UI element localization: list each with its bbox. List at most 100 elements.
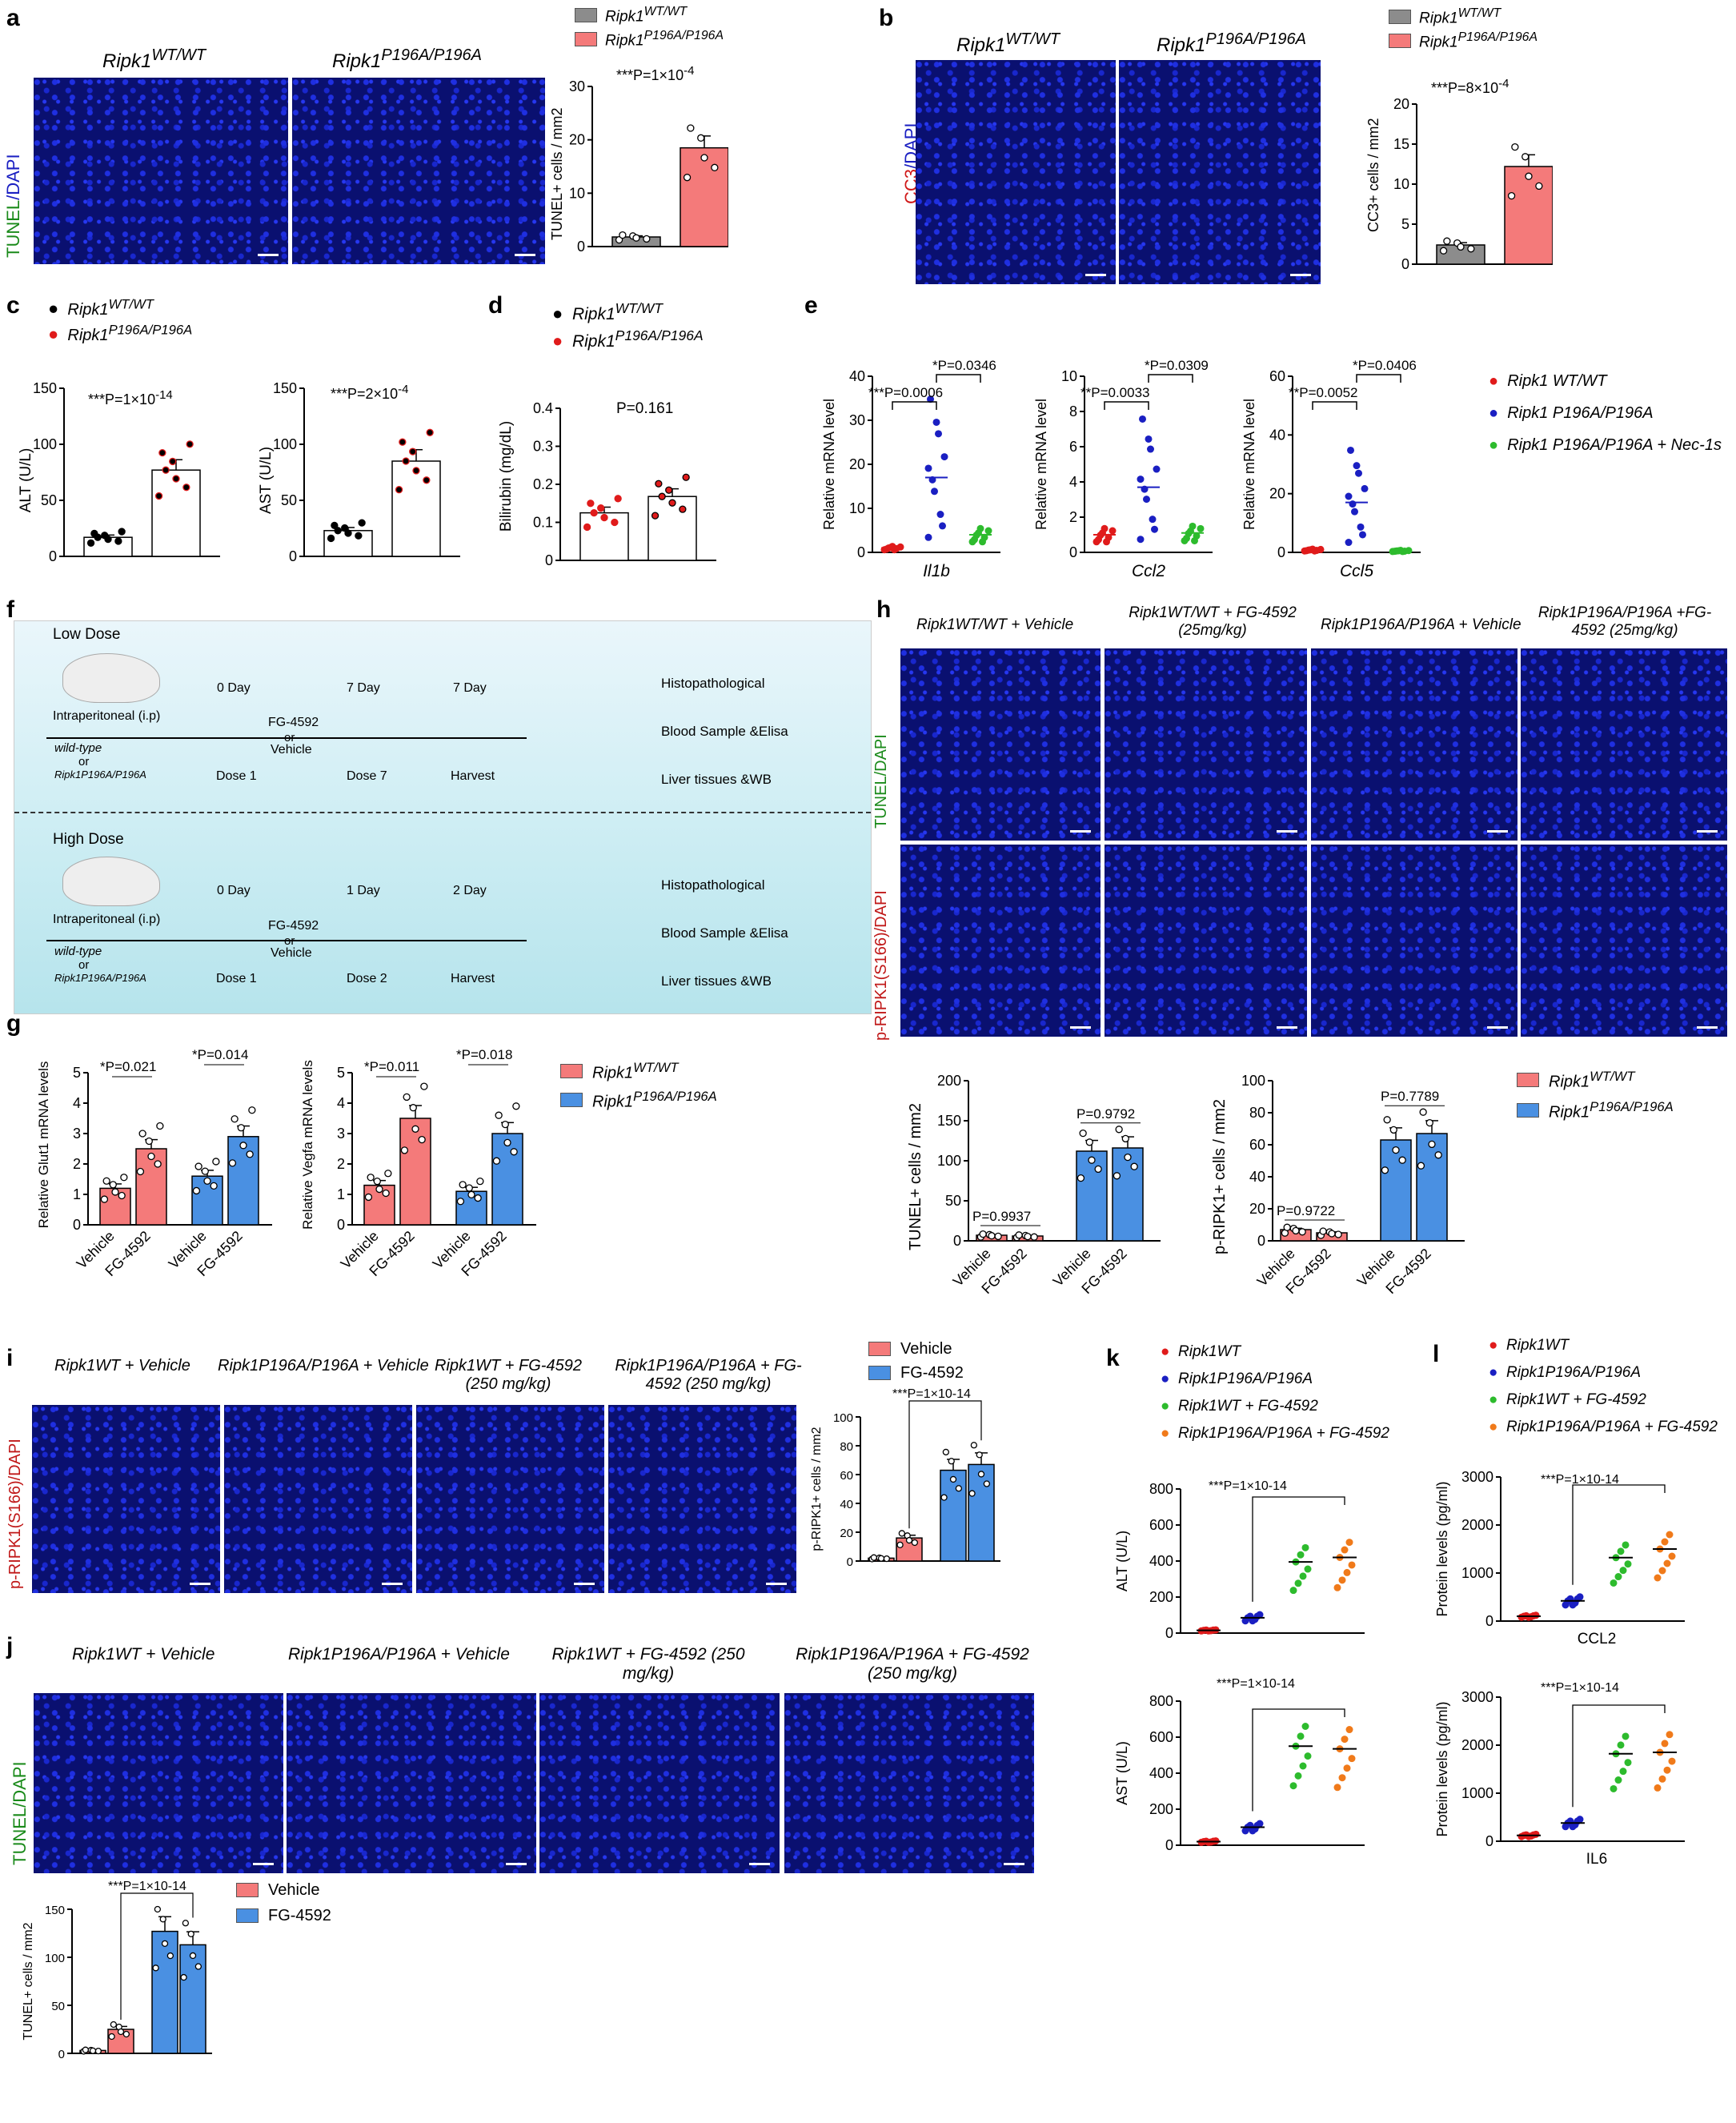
- data-point: [1392, 1146, 1400, 1154]
- j-row-label: TUNEL/DAPI: [10, 1761, 30, 1865]
- data-point: [334, 527, 342, 535]
- pvalue: *P=0.011: [364, 1059, 419, 1074]
- data-point: [189, 1952, 197, 1960]
- data-point: [1622, 1541, 1630, 1549]
- xlabel: CCL2: [1578, 1631, 1617, 1647]
- y-tick-label: 0: [1257, 1233, 1265, 1249]
- y-tick-label: 60: [1249, 1137, 1265, 1153]
- data-point: [246, 1150, 254, 1158]
- data-point: [1443, 237, 1451, 245]
- j-pvalue: ***P=1×10-14: [108, 1880, 186, 1893]
- data-point: [682, 473, 690, 481]
- j-col3-title: Ripk1WT + FG-4592 (250 mg/kg): [551, 1645, 745, 1683]
- data-point: [1569, 1823, 1577, 1831]
- panel-label-j: j: [6, 1633, 14, 1659]
- i-img-4: [608, 1405, 796, 1593]
- pvalue: *P=0.021: [100, 1059, 156, 1074]
- data-point: [100, 1195, 109, 1203]
- y-tick-label: 5: [337, 1065, 345, 1081]
- y-tick-label: 0: [1401, 256, 1409, 272]
- h-img-r1c4: [1521, 648, 1727, 841]
- data-point: [977, 1471, 985, 1478]
- y-tick-label: 15: [1393, 136, 1409, 152]
- data-point: [186, 440, 194, 448]
- bracket: [1312, 401, 1357, 410]
- data-point: [1341, 1546, 1349, 1554]
- bar: [135, 1148, 167, 1226]
- pvalue: P=0.9722: [1277, 1203, 1335, 1218]
- pvalue: ***P=0.0006: [868, 385, 943, 400]
- j-col2-title: Ripk1P196A/P196A + Vehicle: [288, 1645, 510, 1663]
- data-point: [1359, 531, 1366, 539]
- data-point: [1341, 1736, 1349, 1744]
- y-tick-label: 40: [849, 368, 865, 384]
- bar: [151, 469, 201, 557]
- b-image-wt: [916, 60, 1116, 284]
- data-point: [976, 1451, 983, 1459]
- f-strain1-high: wild-type: [54, 945, 102, 958]
- bracket: [1252, 1496, 1345, 1602]
- data-point: [1398, 1156, 1406, 1164]
- data-point: [158, 448, 166, 457]
- f-dose7-low: Dose 7: [347, 769, 387, 783]
- f-out2-low: Blood Sample &Elisa: [661, 724, 788, 739]
- data-point: [870, 1554, 878, 1561]
- y-tick-label: 30: [569, 78, 585, 94]
- y-tick-label: 0: [1485, 1613, 1493, 1629]
- y-tick-label: 150: [33, 380, 57, 396]
- f-or2-low: or: [284, 731, 295, 744]
- data-point: [1153, 465, 1161, 473]
- data-point: [120, 1174, 128, 1182]
- pvalue: *P=0.018: [456, 1047, 512, 1062]
- bar: [1076, 1150, 1108, 1242]
- f-day7-low: 7 Day: [347, 681, 380, 695]
- data-point: [1661, 1740, 1669, 1748]
- data-point: [102, 1177, 110, 1185]
- data-point: [687, 124, 695, 132]
- panel-label-f: f: [6, 596, 14, 623]
- data-point: [655, 480, 663, 488]
- data-point: [1661, 1538, 1669, 1546]
- y-tick-label: 20: [840, 1527, 853, 1540]
- f-out2-high: Blood Sample &Elisa: [661, 925, 788, 941]
- data-point: [1130, 1162, 1138, 1170]
- y-tick-label: 4: [337, 1095, 345, 1111]
- data-point: [611, 518, 619, 527]
- data-point: [118, 1191, 126, 1200]
- data-point: [1139, 415, 1146, 423]
- data-point: [82, 2046, 90, 2053]
- a-ylabel: TUNEL+ cells / mm2: [549, 107, 565, 240]
- y-tick-label: 3: [337, 1126, 345, 1142]
- data-point: [1343, 1764, 1351, 1772]
- data-point: [979, 538, 986, 546]
- bar: [1416, 1133, 1448, 1242]
- data-point: [1294, 1772, 1302, 1780]
- y-tick-label: 2: [73, 1156, 81, 1172]
- data-point: [402, 457, 410, 465]
- b-legend: Ripk1WT/WT Ripk1P196A/P196A: [1389, 5, 1538, 53]
- data-point: [399, 438, 407, 446]
- i-img-2: [224, 1405, 412, 1593]
- data-point: [1658, 1567, 1666, 1575]
- pvalue: **P=0.0052: [1289, 385, 1358, 400]
- data-point: [1428, 1140, 1436, 1149]
- data-point: [700, 154, 708, 162]
- data-point: [1299, 1762, 1307, 1770]
- y-tick-label: 80: [1249, 1105, 1265, 1121]
- data-point: [423, 476, 431, 484]
- data-point: [939, 522, 946, 530]
- y-tick-label: 20: [1393, 96, 1409, 112]
- y-tick-label: 0: [847, 1555, 853, 1569]
- ylabel: Protein levels (pg/ml): [1434, 1481, 1450, 1616]
- data-point: [970, 1442, 978, 1449]
- k-ast-chart: 0 200 400 600 800 AST (U/L): [1114, 1693, 1365, 1853]
- data-point: [420, 1082, 428, 1090]
- g-ylabel: Relative Vegfa mRNA levels: [300, 1060, 315, 1230]
- y-tick-label: 5: [73, 1065, 81, 1081]
- y-tick-label: 800: [1149, 1693, 1173, 1709]
- data-point: [932, 418, 940, 426]
- data-point: [476, 1178, 484, 1186]
- bar: [940, 1469, 967, 1562]
- data-point: [679, 505, 687, 513]
- h-col1-title: Ripk1WT/WT + Vehicle: [916, 616, 1074, 633]
